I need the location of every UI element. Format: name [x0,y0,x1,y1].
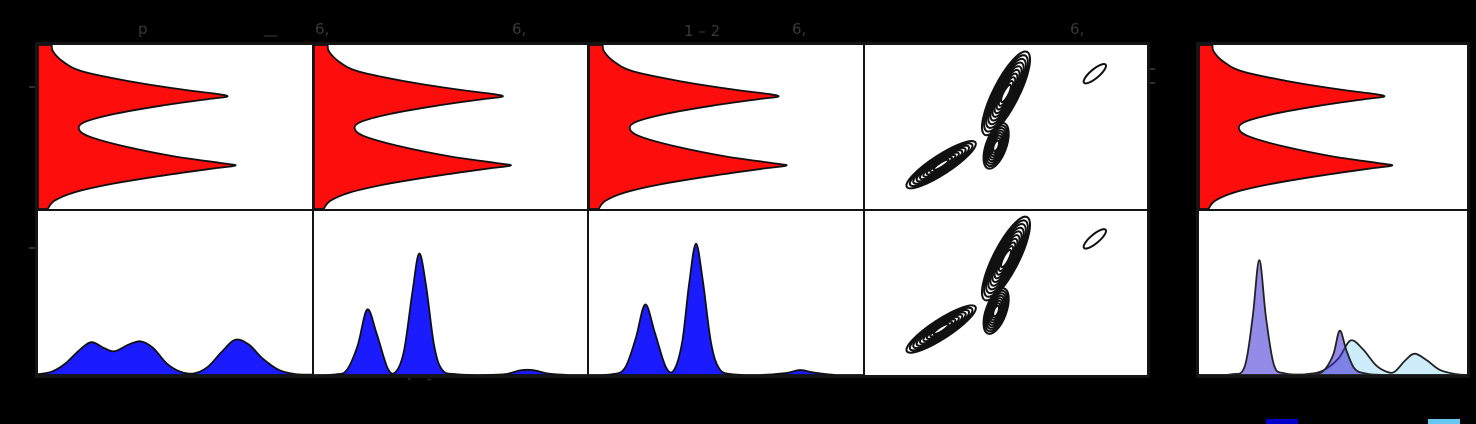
side-figure [1196,42,1470,378]
side-overlay-kde-chart [1199,259,1467,375]
panel-side-red-kde [1198,44,1468,210]
title-text-fragment: 6, [792,20,807,38]
title-text-fragment: 6, [1070,20,1085,38]
panel-blue-kde-3 [588,210,864,376]
panel-red-kde-1 [37,44,313,210]
y-tick [29,86,35,88]
panel-blue-kde-2 [313,210,588,376]
panel-contour-top [864,44,1148,210]
red-kde-chart-3 [589,45,788,209]
panel-side-overlay-kde [1198,210,1468,376]
title-text-fragment: 6, [315,20,330,38]
y-tick-right [1150,68,1155,70]
axis-label-fragment: ˜ [426,378,433,393]
red-kde-chart-1 [38,45,237,209]
contour-chart-bottom [905,215,1107,354]
legend-swatch-series-blue [1266,419,1298,424]
red-kde-chart-2 [314,45,512,209]
y-tick [29,247,35,249]
blue-kde-chart-3 [589,242,863,375]
blue-kde-chart-2 [314,252,587,375]
title-text-fragment: 1 – 2 [684,22,721,40]
title-text-fragment: 6, [512,20,527,38]
panel-red-kde-3 [588,44,864,210]
y-tick-right [1150,82,1155,84]
side-red-kde-chart [1199,45,1394,209]
panel-red-kde-2 [313,44,588,210]
title-text-fragment: — [263,26,278,44]
panel-contour-bottom [864,210,1148,376]
blue-kde-chart-1 [38,338,312,375]
panel-blue-kde-1 [37,210,313,376]
contour-chart-top [905,50,1107,190]
main-figure [35,42,1150,378]
title-text-fragment: p [138,20,148,38]
legend-swatch-series-cyan [1428,419,1460,424]
axis-label-fragment: ˆ [406,378,413,393]
